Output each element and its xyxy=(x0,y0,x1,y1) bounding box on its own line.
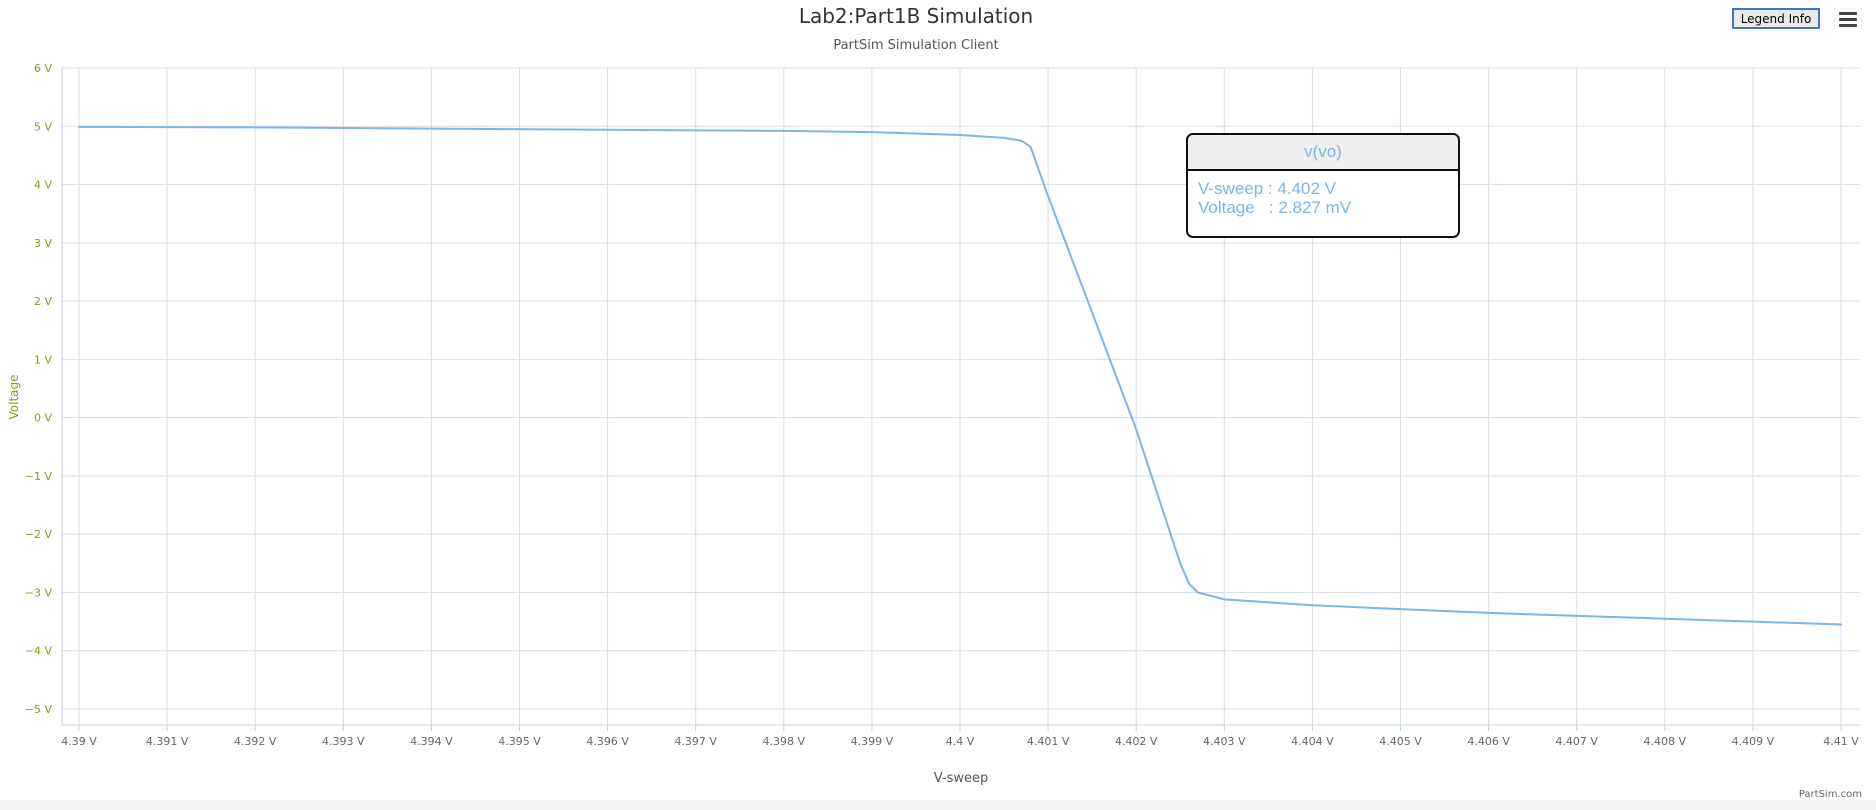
y-tick-label: 2 V xyxy=(34,295,52,308)
y-tick-label: 5 V xyxy=(34,120,52,133)
y-tick-label: −2 V xyxy=(25,528,53,541)
tooltip-series-name: v(vo) xyxy=(1188,135,1458,171)
y-tick-label: 1 V xyxy=(34,353,52,366)
y-tick-label: −5 V xyxy=(25,703,53,716)
x-tick-label: 4.393 V xyxy=(322,735,365,748)
x-tick-label: 4.407 V xyxy=(1555,735,1598,748)
y-tick-label: 0 V xyxy=(34,412,52,425)
chart-subtitle: PartSim Simulation Client xyxy=(833,38,999,53)
tooltip-y-value: Voltage : 2.827 mV xyxy=(1198,198,1352,217)
chart-title: Lab2:Part1B Simulation xyxy=(798,4,1034,28)
x-tick-label: 4.402 V xyxy=(1115,735,1158,748)
series-tooltip: v(vo) V-sweep : 4.402 V Voltage : 2.827 … xyxy=(1186,133,1460,238)
y-tick-label: 6 V xyxy=(34,62,52,75)
x-tick-label: 4.41 V xyxy=(1823,735,1859,748)
tooltip-x-value: V-sweep : 4.402 V xyxy=(1198,179,1336,198)
series-line-vvo[interactable] xyxy=(78,125,1842,626)
x-tick-label: 4.396 V xyxy=(586,735,629,748)
y-tick-label: −1 V xyxy=(25,470,53,483)
x-tick-label: 4.404 V xyxy=(1291,735,1334,748)
x-tick-label: 4.397 V xyxy=(674,735,717,748)
bottom-band xyxy=(0,800,1876,810)
x-tick-label: 4.398 V xyxy=(763,735,806,748)
x-tick-label: 4.408 V xyxy=(1644,735,1687,748)
x-tick-label: 4.4 V xyxy=(946,735,975,748)
x-tick-label: 4.392 V xyxy=(234,735,277,748)
y-axis-title: Voltage xyxy=(7,374,21,419)
x-tick-label: 4.401 V xyxy=(1027,735,1070,748)
x-tick-label: 4.395 V xyxy=(498,735,541,748)
x-tick-label: 4.394 V xyxy=(410,735,453,748)
x-tick-label: 4.405 V xyxy=(1379,735,1422,748)
x-tick-label: 4.409 V xyxy=(1732,735,1775,748)
x-tick-label: 4.391 V xyxy=(146,735,189,748)
y-tick-label: 4 V xyxy=(34,179,52,192)
x-axis-title: V-sweep xyxy=(934,771,988,786)
x-tick-label: 4.406 V xyxy=(1467,735,1510,748)
x-tick-label: 4.403 V xyxy=(1203,735,1246,748)
hamburger-menu-icon[interactable] xyxy=(1836,8,1860,32)
x-tick-label: 4.39 V xyxy=(61,735,97,748)
y-tick-label: −3 V xyxy=(25,586,53,599)
y-tick-label: −4 V xyxy=(25,645,53,658)
legend-info-button[interactable]: Legend Info xyxy=(1732,8,1820,29)
y-tick-label: 3 V xyxy=(34,237,52,250)
x-tick-label: 4.399 V xyxy=(851,735,894,748)
credit-link[interactable]: PartSim.com xyxy=(1798,789,1862,800)
